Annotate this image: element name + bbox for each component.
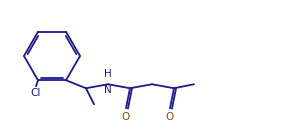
Text: O: O [122,112,130,122]
Text: H: H [104,69,112,79]
Text: O: O [166,112,174,122]
Text: Cl: Cl [31,88,41,98]
Text: N: N [104,85,112,95]
